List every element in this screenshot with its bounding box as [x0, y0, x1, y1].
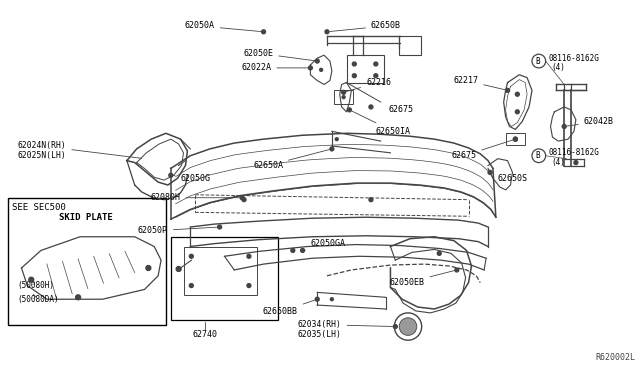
Text: 62080H: 62080H [150, 193, 239, 202]
Circle shape [369, 198, 373, 202]
Circle shape [353, 62, 356, 66]
Text: 08116-8162G: 08116-8162G [548, 54, 600, 62]
Circle shape [342, 96, 345, 99]
Circle shape [308, 66, 312, 70]
Text: R620002L: R620002L [595, 353, 636, 362]
Bar [399, 36, 420, 55]
Text: 62042B: 62042B [567, 117, 614, 126]
Text: 62650S: 62650S [490, 172, 528, 183]
Circle shape [488, 170, 492, 174]
Circle shape [247, 254, 251, 258]
Circle shape [399, 318, 417, 335]
Circle shape [240, 196, 244, 200]
Text: B: B [536, 57, 540, 65]
Text: 62050EB: 62050EB [390, 271, 454, 287]
Circle shape [342, 90, 346, 94]
Circle shape [189, 283, 193, 288]
Circle shape [515, 92, 519, 96]
Circle shape [176, 266, 181, 272]
Circle shape [218, 225, 221, 229]
Circle shape [189, 254, 193, 258]
Circle shape [437, 251, 441, 255]
Circle shape [506, 89, 509, 92]
Text: (50080DA): (50080DA) [17, 294, 59, 304]
Text: SKID PLATE: SKID PLATE [59, 213, 112, 222]
Text: (4): (4) [552, 63, 565, 73]
Circle shape [562, 125, 566, 128]
Circle shape [369, 105, 373, 109]
Circle shape [169, 173, 173, 177]
Circle shape [301, 248, 305, 252]
Circle shape [291, 248, 295, 252]
Circle shape [394, 325, 397, 328]
Circle shape [29, 277, 34, 282]
Circle shape [316, 297, 319, 301]
Text: 62034(RH): 62034(RH) [298, 320, 392, 329]
Text: 62050G: 62050G [173, 174, 211, 183]
Circle shape [513, 137, 517, 141]
Text: 62216: 62216 [346, 78, 391, 92]
Text: SEE SEC500: SEE SEC500 [12, 203, 65, 212]
Circle shape [374, 62, 378, 66]
Circle shape [513, 137, 517, 141]
Text: 62740: 62740 [193, 330, 218, 339]
Text: 62675: 62675 [388, 105, 413, 114]
Bar [171, 237, 278, 320]
Circle shape [330, 298, 333, 301]
Circle shape [316, 59, 319, 63]
Text: 62650BB: 62650BB [262, 300, 315, 317]
Circle shape [247, 283, 251, 288]
Circle shape [374, 74, 378, 78]
Circle shape [330, 147, 334, 151]
Bar [346, 55, 383, 83]
Circle shape [455, 268, 459, 272]
Text: (50080H): (50080H) [17, 281, 54, 290]
Circle shape [563, 125, 566, 128]
Circle shape [76, 295, 81, 300]
Text: 62050GA: 62050GA [303, 239, 346, 250]
Text: 62050P: 62050P [138, 227, 217, 235]
Circle shape [319, 68, 323, 71]
Circle shape [574, 161, 578, 164]
Circle shape [242, 198, 246, 202]
Text: 62650B: 62650B [330, 22, 401, 32]
Bar [8, 198, 166, 325]
Circle shape [146, 266, 151, 270]
Text: 62035(LH): 62035(LH) [298, 330, 342, 339]
Bar [184, 247, 257, 295]
Text: 08116-8162G: 08116-8162G [548, 148, 600, 157]
Circle shape [348, 108, 351, 112]
Text: B: B [536, 151, 540, 160]
Text: 62650IA: 62650IA [352, 111, 411, 136]
Text: 62650A: 62650A [253, 150, 329, 170]
Circle shape [353, 74, 356, 78]
Text: 62022A: 62022A [241, 63, 308, 73]
Bar [506, 133, 525, 145]
Text: 62024N(RH): 62024N(RH) [17, 141, 141, 158]
Text: (4): (4) [552, 158, 565, 167]
Circle shape [515, 110, 519, 114]
Text: 62050A: 62050A [185, 22, 260, 32]
Text: 62217: 62217 [453, 76, 505, 90]
Circle shape [335, 138, 338, 141]
Text: 62025N(LH): 62025N(LH) [17, 151, 67, 160]
Bar [334, 90, 353, 104]
Circle shape [325, 30, 329, 34]
Circle shape [262, 30, 266, 34]
Text: 62050E: 62050E [243, 49, 314, 61]
Text: 62675: 62675 [451, 140, 513, 160]
